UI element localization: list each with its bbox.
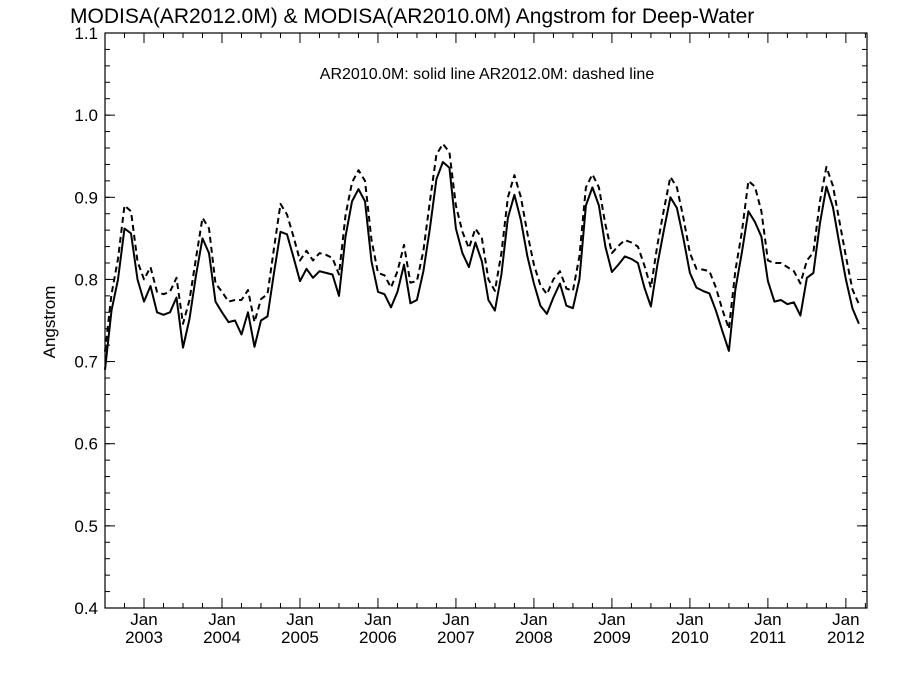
x-tick-year-label: 2012 <box>827 628 865 647</box>
y-tick-label: 0.8 <box>74 270 98 289</box>
chart-title: MODISA(AR2012.0M) & MODISA(AR2010.0M) An… <box>70 5 754 28</box>
x-tick-month-label: Jan <box>520 610 547 629</box>
chart-annotation: AR2010.0M: solid line AR2012.0M: dashed … <box>320 66 655 83</box>
x-tick-year-label: 2007 <box>437 628 475 647</box>
x-tick-year-label: 2006 <box>359 628 397 647</box>
axis-ticks: 0.40.50.60.70.80.91.01.1Jan2003Jan2004Ja… <box>74 24 867 647</box>
x-tick-year-label: 2009 <box>593 628 631 647</box>
y-tick-label: 0.9 <box>74 188 98 207</box>
series-line-ar2012-0m <box>104 142 860 352</box>
x-tick-year-label: 2005 <box>281 628 319 647</box>
x-tick-month-label: Jan <box>208 610 235 629</box>
x-tick-month-label: Jan <box>442 610 469 629</box>
x-tick-year-label: 2011 <box>750 628 787 647</box>
series-lines <box>104 142 860 370</box>
x-tick-month-label: Jan <box>754 610 781 629</box>
x-tick-year-label: 2010 <box>671 628 709 647</box>
x-tick-month-label: Jan <box>676 610 703 629</box>
y-tick-label: 0.4 <box>74 599 98 618</box>
y-tick-label: 0.7 <box>74 353 98 372</box>
y-tick-label: 1.0 <box>74 106 98 125</box>
y-tick-label: 1.1 <box>74 24 98 43</box>
y-axis-label: Angstrom <box>40 286 59 359</box>
x-tick-month-label: Jan <box>598 610 625 629</box>
x-tick-year-label: 2004 <box>203 628 241 647</box>
y-tick-label: 0.6 <box>74 435 98 454</box>
x-tick-year-label: 2003 <box>125 628 163 647</box>
x-tick-year-label: 2008 <box>515 628 553 647</box>
plot-frame <box>104 32 868 609</box>
x-tick-month-label: Jan <box>364 610 391 629</box>
x-tick-month-label: Jan <box>130 610 157 629</box>
x-tick-month-label: Jan <box>286 610 313 629</box>
x-tick-month-label: Jan <box>832 610 859 629</box>
y-tick-label: 0.5 <box>74 517 98 536</box>
series-line-ar2010-0m <box>104 161 860 370</box>
